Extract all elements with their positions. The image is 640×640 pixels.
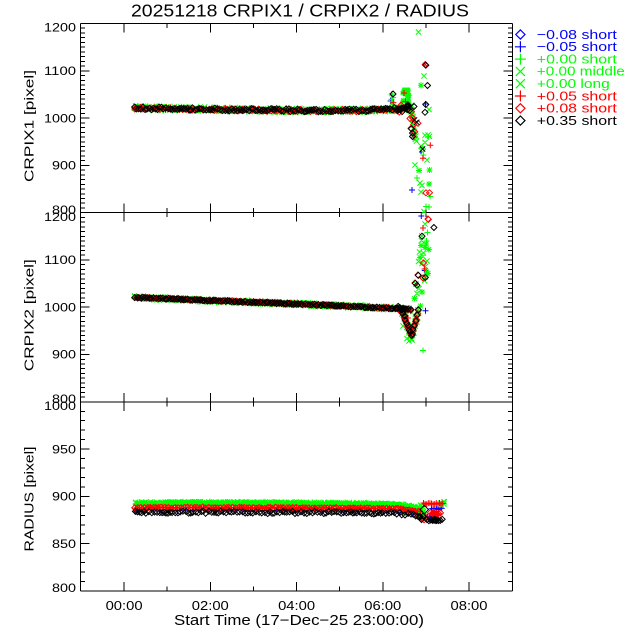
- svg-text:1000: 1000: [44, 399, 76, 413]
- svg-text:+0.00 short: +0.00 short: [537, 51, 617, 66]
- svg-text:−0.05 short: −0.05 short: [537, 39, 617, 54]
- svg-text:800: 800: [52, 392, 76, 406]
- svg-text:−0.08 short: −0.08 short: [537, 27, 617, 42]
- svg-text:1200: 1200: [44, 210, 76, 224]
- svg-text:08:00: 08:00: [451, 598, 488, 613]
- svg-text:1100: 1100: [44, 64, 76, 78]
- svg-text:800: 800: [52, 581, 76, 595]
- svg-text:+0.00 middle: +0.00 middle: [537, 64, 625, 79]
- svg-text:1200: 1200: [44, 21, 76, 35]
- svg-text:+0.35 short: +0.35 short: [537, 113, 617, 128]
- svg-text:850: 850: [52, 537, 76, 551]
- svg-text:00:00: 00:00: [106, 598, 143, 613]
- svg-text:+0.08 short: +0.08 short: [537, 101, 617, 116]
- svg-text:02:00: 02:00: [192, 598, 229, 613]
- svg-text:Start Time (17−Dec−25 23:00:00: Start Time (17−Dec−25 23:00:00): [174, 613, 424, 629]
- svg-text:900: 900: [52, 490, 76, 504]
- svg-text:+0.00 long: +0.00 long: [537, 76, 610, 91]
- svg-text:1100: 1100: [44, 253, 76, 267]
- svg-text:1000: 1000: [44, 111, 76, 125]
- svg-text:+0.05 short: +0.05 short: [537, 88, 617, 103]
- svg-text:RADIUS [pixel]: RADIUS [pixel]: [22, 447, 37, 552]
- svg-text:900: 900: [52, 159, 76, 173]
- svg-text:1000: 1000: [44, 300, 76, 314]
- svg-text:20251218 CRPIX1 / CRPIX2 / RAD: 20251218 CRPIX1 / CRPIX2 / RADIUS: [131, 1, 469, 21]
- svg-text:06:00: 06:00: [364, 598, 401, 613]
- svg-text:900: 900: [52, 348, 76, 362]
- svg-text:950: 950: [52, 442, 76, 456]
- svg-text:CRPIX1 [pixel]: CRPIX1 [pixel]: [22, 70, 37, 182]
- svg-text:CRPIX2 [pixel]: CRPIX2 [pixel]: [22, 259, 37, 371]
- svg-text:04:00: 04:00: [278, 598, 315, 613]
- svg-text:800: 800: [52, 203, 76, 217]
